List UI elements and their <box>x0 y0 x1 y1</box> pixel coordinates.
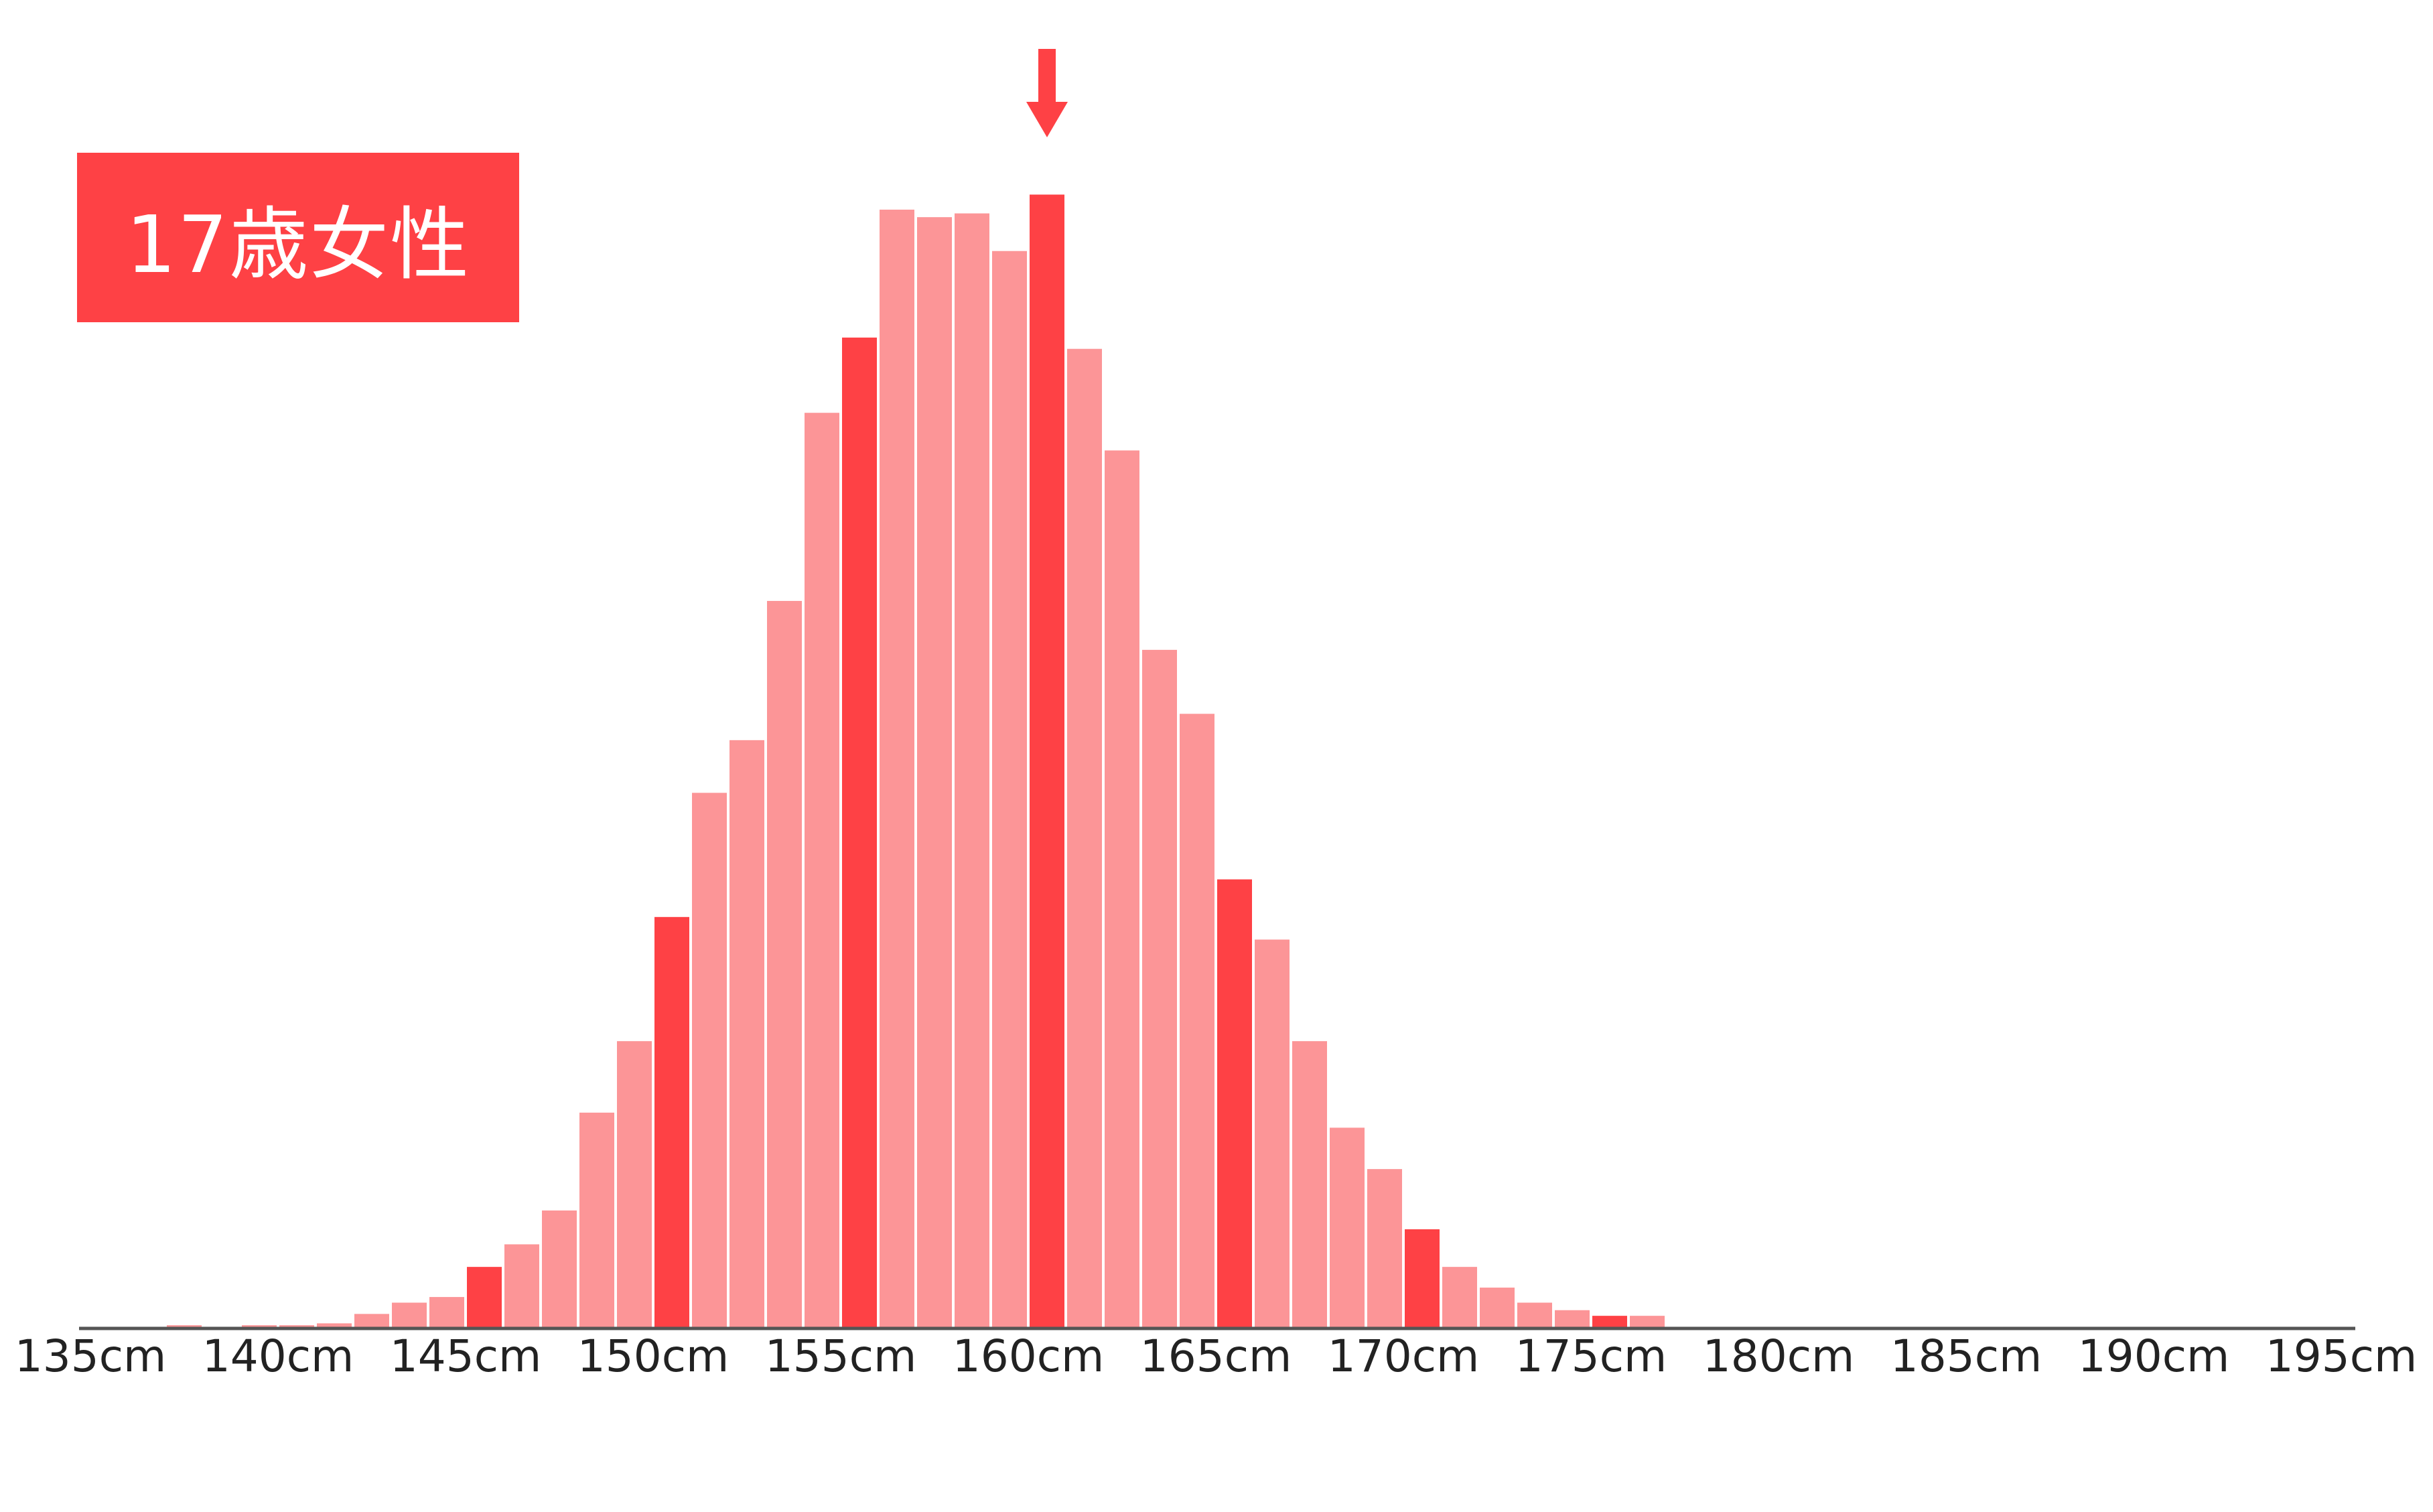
chart-title: 17歳女性 <box>125 198 471 291</box>
histogram-bar-154cm <box>805 413 839 1328</box>
histogram-bar-172cm <box>1480 1288 1515 1327</box>
x-tick-label: 195cm <box>2266 1330 2418 1382</box>
histogram-bar-156cm <box>880 209 914 1327</box>
x-tick-label: 150cm <box>577 1330 729 1382</box>
histogram-bar-164cm <box>1180 713 1214 1327</box>
histogram-bar-173cm <box>1517 1302 1552 1327</box>
histogram-bar-137cm <box>167 1325 202 1327</box>
histogram-bar-141cm <box>317 1323 352 1327</box>
histogram-bar-171cm <box>1442 1267 1477 1327</box>
x-tick-label: 165cm <box>1140 1330 1292 1382</box>
histogram-bar-176cm <box>1630 1316 1665 1327</box>
histogram-bar-147cm <box>542 1210 577 1327</box>
histogram-bar-149cm <box>617 1041 652 1327</box>
histogram-bar-139cm <box>242 1325 277 1327</box>
histogram-bar-167cm <box>1292 1041 1327 1327</box>
title-badge: 17歳女性 <box>77 153 519 322</box>
histogram-bar-169cm <box>1367 1169 1402 1327</box>
histogram-bar-163cm <box>1142 650 1177 1327</box>
histogram-bar-146cm <box>504 1244 539 1327</box>
x-tick-label: 135cm <box>15 1330 167 1382</box>
histogram-bar-152cm <box>729 740 764 1327</box>
histogram-bar-168cm <box>1330 1127 1365 1327</box>
histogram-bar-174cm <box>1555 1310 1590 1327</box>
histogram-bar-151cm <box>692 793 727 1327</box>
marker-arrow-icon <box>1026 49 1068 137</box>
histogram-bar-175cm <box>1592 1316 1627 1327</box>
histogram-bar-153cm <box>767 601 802 1327</box>
arrow-head <box>1026 102 1068 137</box>
histogram-bar-162cm <box>1105 450 1139 1327</box>
histogram-bar-165cm <box>1217 879 1252 1327</box>
x-tick-label: 190cm <box>2078 1330 2230 1382</box>
histogram-bar-145cm <box>467 1267 502 1327</box>
histogram-bar-155cm <box>842 337 877 1327</box>
x-tick-labels: 135cm 140cm 145cm 150cm 155cm 160cm 165cm 170cm… <box>15 1330 2418 1382</box>
x-tick-label: 140cm <box>202 1330 354 1382</box>
histogram-bar-150cm <box>654 916 689 1327</box>
histogram-bar-144cm <box>429 1297 464 1327</box>
histogram-bar-148cm <box>579 1112 614 1327</box>
histogram-bar-140cm <box>279 1325 314 1327</box>
histogram-bar-157cm <box>917 217 952 1327</box>
histogram-bar-142cm <box>354 1314 389 1327</box>
x-tick-label: 155cm <box>765 1330 917 1382</box>
histogram-bar-159cm <box>992 251 1027 1328</box>
bars-group <box>167 194 1665 1328</box>
x-tick-label: 160cm <box>953 1330 1105 1382</box>
x-tick-label: 180cm <box>1703 1330 1855 1382</box>
histogram-bar-160cm <box>1030 194 1064 1327</box>
histogram-bar-170cm <box>1405 1229 1440 1327</box>
histogram-bar-161cm <box>1067 348 1102 1327</box>
arrow-shaft <box>1038 49 1056 104</box>
histogram-bar-166cm <box>1255 939 1290 1327</box>
histogram-bar-158cm <box>955 213 989 1327</box>
histogram-bar-143cm <box>392 1302 427 1327</box>
x-tick-label: 175cm <box>1515 1330 1667 1382</box>
x-tick-label: 185cm <box>1890 1330 2042 1382</box>
x-tick-label: 170cm <box>1328 1330 1480 1382</box>
x-tick-label: 145cm <box>390 1330 542 1382</box>
